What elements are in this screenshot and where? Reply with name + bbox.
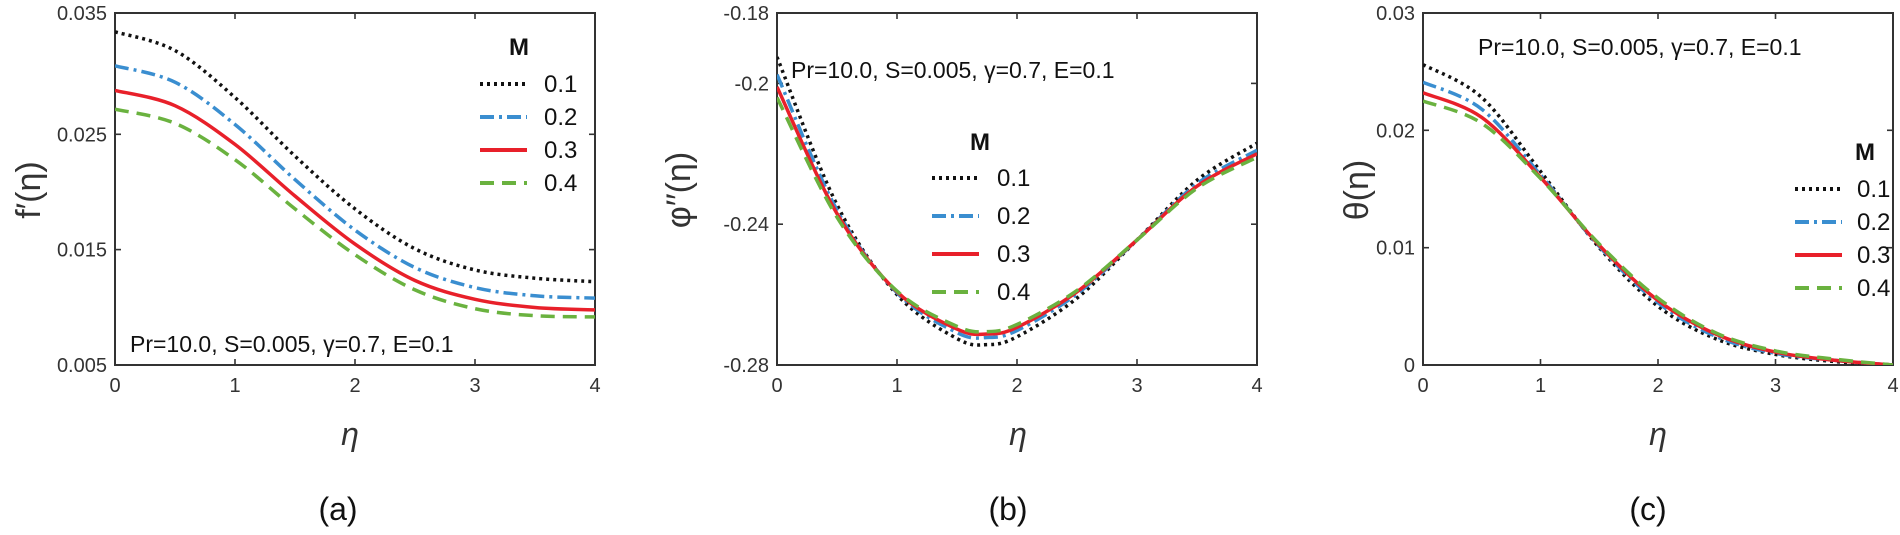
x-tick-label: 4 bbox=[1887, 375, 1898, 397]
parameter-annotation: Pr=10.0, S=0.005, γ=0.7, E=0.1 bbox=[791, 57, 1115, 83]
y-tick-label: 0.005 bbox=[57, 355, 107, 377]
series-line-M-0.1 bbox=[777, 56, 1257, 347]
legend-label: 0.3 bbox=[1857, 242, 1890, 269]
y-tick-label: 0.015 bbox=[57, 240, 107, 262]
x-axis-label: η bbox=[1009, 416, 1027, 452]
x-tick-label: 4 bbox=[589, 375, 600, 397]
x-tick-label: 1 bbox=[229, 375, 240, 397]
x-tick-label: 2 bbox=[1652, 375, 1663, 397]
y-tick-label: -0.28 bbox=[723, 355, 769, 377]
x-tick-label: 0 bbox=[1417, 375, 1428, 397]
x-tick-label: 1 bbox=[891, 375, 902, 397]
x-tick-label: 2 bbox=[349, 375, 360, 397]
legend-title: M bbox=[970, 129, 990, 156]
series-line-M-0.3 bbox=[115, 88, 595, 312]
series-line-M-0.1 bbox=[1423, 63, 1893, 365]
x-tick-label: 0 bbox=[109, 375, 120, 397]
y-tick-label: -0.18 bbox=[723, 3, 769, 25]
panel-label: (a) bbox=[318, 491, 357, 527]
x-tick-label: 2 bbox=[1011, 375, 1022, 397]
legend-label: 0.3 bbox=[544, 137, 577, 164]
legend-title: M bbox=[509, 34, 529, 61]
y-axis-label: θ(η) bbox=[1338, 160, 1376, 220]
legend-label: 0.4 bbox=[997, 279, 1030, 306]
x-tick-label: 3 bbox=[1131, 375, 1142, 397]
y-axis-label: f′(η) bbox=[10, 161, 48, 218]
legend-title: M bbox=[1855, 139, 1875, 166]
x-tick-label: 3 bbox=[469, 375, 480, 397]
y-tick-label: 0.03 bbox=[1376, 3, 1415, 25]
panel-label: (c) bbox=[1629, 491, 1666, 527]
y-tick-label: -0.2 bbox=[735, 73, 769, 95]
y-tick-label: 0 bbox=[1404, 355, 1415, 377]
legend-label: 0.2 bbox=[544, 104, 577, 131]
y-axis-label: φ′′(η) bbox=[660, 152, 698, 228]
legend-label: 0.1 bbox=[997, 165, 1030, 192]
panel-c: 0 1 2 3 4 0 0.01 0.02 0.03 Pr=10.0, S=0.005, γ=0.… bbox=[1338, 3, 1899, 527]
series-line-M-0.4 bbox=[777, 96, 1257, 334]
x-tick-label: 4 bbox=[1251, 375, 1262, 397]
y-tick-label: -0.24 bbox=[723, 214, 769, 236]
panel-label: (b) bbox=[988, 491, 1027, 527]
legend-label: 0.1 bbox=[544, 71, 577, 98]
series-line-M-0.4 bbox=[1423, 99, 1893, 365]
legend-label: 0.4 bbox=[1857, 275, 1890, 302]
parameter-annotation: Pr=10.0, S=0.005, γ=0.7, E=0.1 bbox=[130, 331, 454, 357]
x-tick-label: 1 bbox=[1535, 375, 1546, 397]
series-line-M-0.4 bbox=[115, 107, 595, 319]
legend-label: 0.2 bbox=[997, 203, 1030, 230]
series-line-M-0.2 bbox=[115, 64, 595, 300]
y-tick-label: 0.025 bbox=[57, 124, 107, 146]
x-axis-label: η bbox=[1649, 416, 1667, 452]
x-axis-label: η bbox=[341, 416, 359, 452]
legend-label: 0.1 bbox=[1857, 176, 1890, 203]
legend-label: 0.2 bbox=[1857, 209, 1890, 236]
axes-frame bbox=[1422, 12, 1894, 366]
panel-a: 0 1 2 3 4 0.005 0.015 0.025 0.035 Pr=10.0, S=0.00… bbox=[10, 3, 601, 527]
axes-frame bbox=[114, 12, 596, 366]
y-tick-label: 0.035 bbox=[57, 3, 107, 25]
y-tick-label: 0.02 bbox=[1376, 120, 1415, 142]
series-line-M-0.3 bbox=[777, 86, 1257, 337]
panel-b: 0 1 2 3 4 -0.28 -0.24 -0.2 -0.18 Pr=10.0, S=0.005… bbox=[660, 3, 1263, 527]
y-tick-label: 0.01 bbox=[1376, 238, 1415, 260]
x-tick-label: 0 bbox=[771, 375, 782, 397]
parameter-annotation: Pr=10.0, S=0.005, γ=0.7, E=0.1 bbox=[1478, 34, 1802, 60]
legend-label: 0.4 bbox=[544, 170, 577, 197]
x-tick-label: 3 bbox=[1770, 375, 1781, 397]
legend-label: 0.3 bbox=[997, 241, 1030, 268]
